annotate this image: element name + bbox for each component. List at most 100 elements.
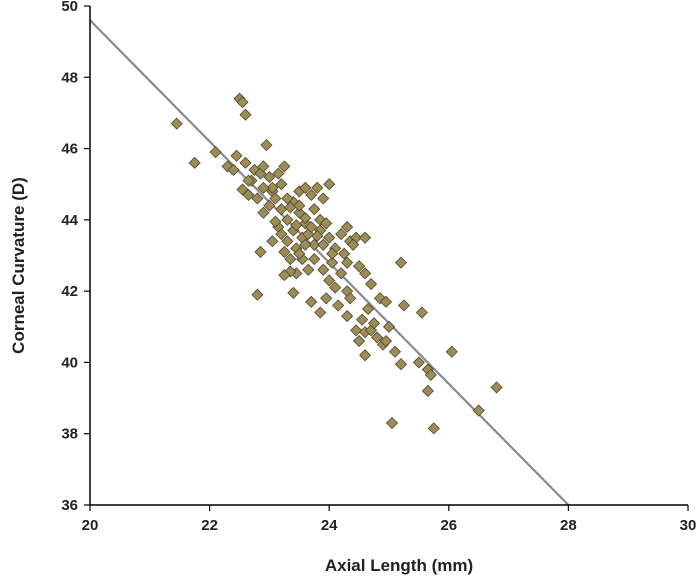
y-tick-label: 38 — [61, 426, 78, 443]
data-point — [269, 215, 282, 228]
data-point — [320, 217, 333, 230]
data-point — [260, 138, 273, 152]
data-point — [379, 334, 393, 348]
data-point — [266, 235, 279, 248]
data-point — [290, 219, 303, 232]
data-point — [230, 149, 243, 162]
data-point — [382, 320, 396, 333]
data-point — [308, 238, 321, 251]
data-point — [275, 203, 288, 216]
data-point — [242, 188, 255, 201]
data-point — [278, 245, 291, 259]
y-tick-label: 46 — [61, 141, 78, 158]
data-point — [275, 228, 288, 241]
data-point — [394, 256, 408, 269]
data-point — [326, 256, 339, 269]
axes-layer — [89, 6, 688, 506]
data-point — [236, 96, 249, 109]
data-point — [311, 229, 324, 242]
data-point — [281, 213, 294, 226]
data-point — [284, 201, 297, 214]
data-point — [385, 416, 399, 430]
data-point — [424, 368, 437, 381]
data-point — [227, 163, 240, 177]
data-point — [278, 269, 291, 282]
data-point — [329, 281, 342, 294]
data-point — [388, 345, 402, 358]
x-tick-label: 24 — [321, 517, 338, 534]
data-point — [308, 203, 321, 216]
data-point — [445, 345, 458, 358]
x-tick-label: 20 — [82, 517, 99, 534]
data-point — [281, 235, 294, 248]
data-point — [308, 252, 321, 266]
data-point — [397, 299, 411, 312]
points-layer — [170, 92, 503, 435]
data-point — [338, 247, 351, 260]
y-tick-label: 40 — [61, 354, 78, 371]
data-point — [275, 178, 288, 191]
data-point — [332, 299, 345, 312]
data-point — [317, 238, 330, 251]
data-point — [287, 286, 300, 299]
data-point — [367, 317, 381, 330]
data-point — [293, 247, 306, 260]
data-point — [353, 260, 366, 273]
data-point — [269, 192, 282, 205]
data-point — [317, 263, 330, 276]
data-point — [257, 160, 270, 173]
data-point — [472, 404, 485, 417]
data-point — [248, 163, 261, 177]
data-point — [379, 295, 393, 308]
data-point — [317, 192, 330, 205]
data-point — [254, 245, 267, 259]
x-tick-label: 30 — [680, 517, 697, 534]
data-point — [320, 292, 333, 305]
data-point — [302, 263, 315, 276]
data-point — [239, 156, 252, 169]
data-point — [242, 174, 255, 187]
data-point — [284, 252, 297, 266]
y-tick-label: 44 — [61, 212, 78, 229]
data-point — [421, 384, 434, 398]
data-point — [341, 220, 354, 234]
data-point — [341, 256, 354, 269]
x-tick-label: 28 — [560, 517, 577, 534]
data-point — [305, 188, 318, 201]
y-tick-label: 50 — [61, 0, 78, 15]
data-point — [209, 146, 222, 159]
data-point — [412, 356, 425, 369]
ticks-layer: 20 22 24 26 28 30 36 38 40 42 44 46 48 50 — [61, 0, 696, 534]
data-point — [188, 156, 201, 169]
data-point — [347, 238, 360, 251]
data-point — [266, 181, 279, 194]
data-point — [370, 331, 384, 344]
data-point — [490, 381, 503, 394]
data-point — [305, 295, 318, 308]
data-point — [311, 181, 324, 194]
data-point — [335, 228, 348, 241]
data-point — [299, 212, 312, 225]
data-point — [344, 292, 357, 305]
data-point — [350, 324, 363, 337]
data-point — [314, 306, 327, 319]
data-point — [359, 267, 372, 280]
data-point — [359, 349, 372, 362]
data-point — [293, 199, 306, 212]
data-point — [170, 117, 183, 130]
data-point — [251, 192, 264, 205]
y-tick-label: 48 — [61, 69, 78, 86]
data-point — [335, 267, 348, 280]
data-point — [251, 288, 264, 301]
data-point — [353, 334, 366, 348]
x-tick-label: 22 — [201, 517, 218, 534]
data-point — [415, 306, 428, 319]
data-point — [299, 181, 312, 194]
y-axis-title: Corneal Curvature (D) — [9, 177, 28, 354]
data-point — [359, 231, 372, 244]
data-point — [323, 231, 336, 244]
data-point — [272, 167, 285, 180]
data-point — [364, 277, 378, 291]
data-point — [257, 206, 270, 219]
